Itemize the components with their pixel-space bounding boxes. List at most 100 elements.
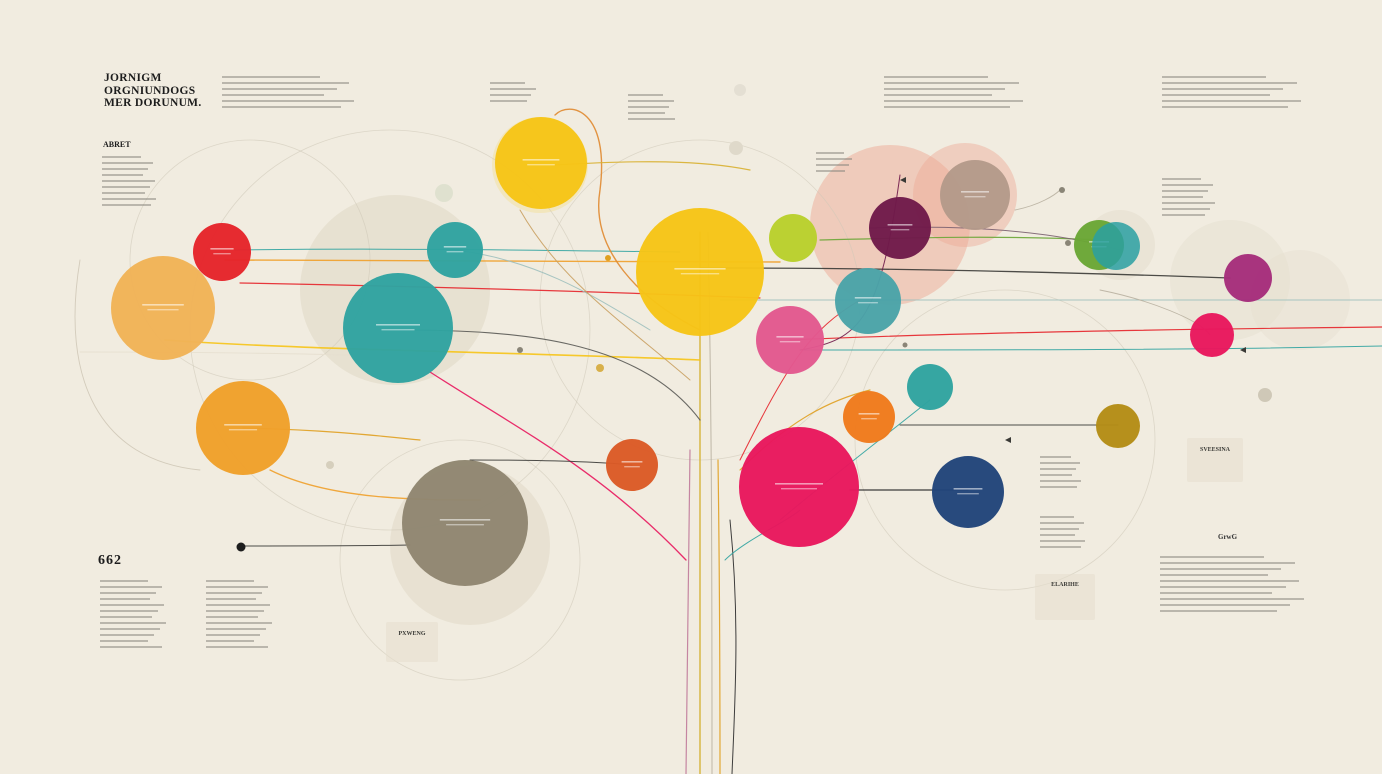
text-line xyxy=(1162,76,1266,78)
node-label-line xyxy=(961,191,989,193)
text-line xyxy=(1162,202,1215,204)
text-line xyxy=(206,616,258,618)
text-line xyxy=(884,88,1006,90)
text-line xyxy=(100,640,148,642)
text-line xyxy=(206,598,256,600)
node-yellow-top xyxy=(495,117,587,209)
node-label-line xyxy=(861,418,877,420)
text-line xyxy=(1162,88,1284,90)
text-line xyxy=(100,622,166,624)
card-3-label: SVEESINA xyxy=(1199,447,1230,453)
text-line xyxy=(628,106,669,108)
node-lime xyxy=(769,214,817,262)
node-label-line xyxy=(858,302,878,304)
text-line xyxy=(206,592,262,594)
abstract-text-block xyxy=(102,156,157,210)
text-line xyxy=(206,622,272,624)
text-line xyxy=(1040,468,1077,470)
text-line xyxy=(206,628,266,630)
text-line xyxy=(1040,486,1078,488)
text-line xyxy=(1040,516,1074,518)
quote-heading: 662 xyxy=(98,553,122,568)
text-line xyxy=(1162,106,1288,108)
text-line xyxy=(1162,82,1297,84)
node-orange-right xyxy=(843,391,895,443)
node-label-line xyxy=(522,159,560,161)
text-line xyxy=(628,94,663,96)
node-label-line xyxy=(957,493,979,495)
text-line xyxy=(100,580,148,582)
node-label-line xyxy=(674,268,726,270)
card-1-label: ELARIHE xyxy=(1051,582,1079,588)
small-dot xyxy=(1065,240,1071,246)
node-mauve xyxy=(940,160,1010,230)
card-3: SVEESINA xyxy=(1187,438,1243,482)
text-line xyxy=(628,112,665,114)
small-dot xyxy=(605,255,611,261)
text-line xyxy=(1160,586,1286,588)
node-label-line xyxy=(446,524,484,526)
node-label-line xyxy=(680,273,720,275)
text-line xyxy=(206,640,254,642)
node-crimson-small xyxy=(1190,313,1234,357)
node-label-line xyxy=(381,329,415,331)
text-line xyxy=(1040,480,1082,482)
node-plum xyxy=(869,197,931,259)
text-line xyxy=(1040,546,1081,548)
arrow-mark xyxy=(1240,347,1246,353)
title-line-1: JORNIGM xyxy=(104,72,162,84)
connector-line xyxy=(729,519,737,774)
small-dot xyxy=(517,347,523,353)
node-label-line xyxy=(376,324,420,326)
node-label-line xyxy=(776,336,804,338)
small-marks xyxy=(236,84,1272,552)
node-label-line xyxy=(443,246,467,248)
right-section-label: GrwG xyxy=(1218,533,1238,541)
small-dot xyxy=(1059,187,1065,193)
node-label-line xyxy=(224,424,262,426)
text-line xyxy=(490,88,536,90)
node-yellow-center xyxy=(636,208,764,336)
connector-line xyxy=(429,371,687,561)
text-line xyxy=(884,76,988,78)
text-line xyxy=(490,82,525,84)
text-line xyxy=(102,186,150,188)
node-label-line xyxy=(624,466,640,468)
text-line xyxy=(1040,522,1084,524)
text-line xyxy=(816,170,846,172)
small-dot xyxy=(596,364,604,372)
text-line xyxy=(1160,580,1300,582)
connector-line xyxy=(239,544,411,547)
text-line xyxy=(100,646,162,648)
quote-text-block xyxy=(100,580,166,652)
connector-line xyxy=(717,459,721,774)
text-line xyxy=(1160,562,1295,564)
node-label-line xyxy=(854,297,882,299)
card-2: PXWENG xyxy=(386,622,438,662)
node-label-line xyxy=(527,164,555,166)
text-line xyxy=(1162,190,1208,192)
node-teal-right xyxy=(835,268,901,334)
small-dot xyxy=(734,84,746,96)
node-label-line xyxy=(439,519,491,521)
text-line xyxy=(816,152,844,154)
small-dot xyxy=(1258,388,1272,402)
text-line xyxy=(222,88,337,90)
card-2-label: PXWENG xyxy=(398,631,426,637)
connector-line xyxy=(799,345,1382,351)
diagram-title: JORNIGM ORGNIUNDOGS MER DORUNUM. xyxy=(104,72,202,110)
text-line xyxy=(102,192,145,194)
text-line xyxy=(1160,568,1282,570)
node-teal-large xyxy=(343,273,453,383)
text-line xyxy=(628,100,674,102)
text-line xyxy=(1162,100,1302,102)
arrow-mark xyxy=(900,177,906,183)
text-line xyxy=(1040,534,1076,536)
text-line xyxy=(1160,610,1277,612)
side-text-block xyxy=(206,580,272,652)
connector-line xyxy=(74,259,201,471)
abstract-heading: ABRET xyxy=(103,140,131,149)
text-line xyxy=(1160,556,1264,558)
text-line xyxy=(1162,94,1271,96)
node-label-line xyxy=(779,341,801,343)
